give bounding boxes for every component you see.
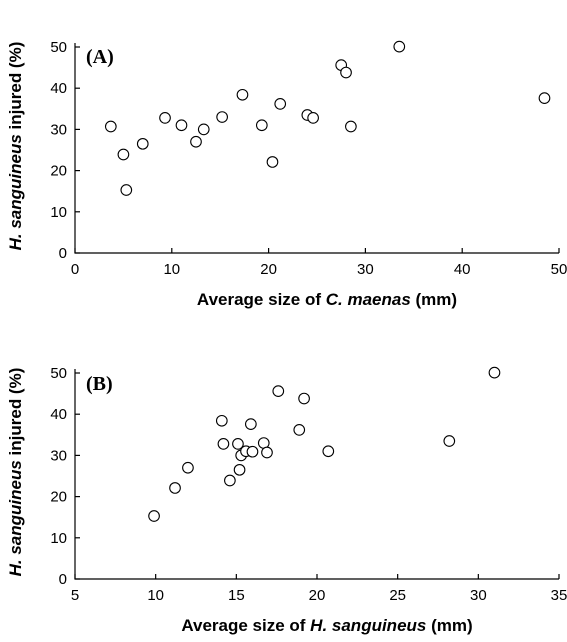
data-point bbox=[236, 88, 249, 101]
x-tick-label: 20 bbox=[309, 587, 326, 604]
x-axis-label-part: C. maenas bbox=[326, 290, 411, 309]
data-point bbox=[175, 119, 188, 132]
x-axis-label-part: Average size of bbox=[197, 290, 326, 309]
data-point bbox=[255, 119, 268, 132]
y-tick-label: 20 bbox=[50, 163, 67, 180]
data-point bbox=[169, 482, 181, 494]
y-axis-label-part: injured (%) bbox=[6, 368, 25, 461]
x-tick-label: 30 bbox=[357, 261, 374, 278]
y-tick-label: 0 bbox=[59, 245, 67, 262]
panel-label: (B) bbox=[86, 373, 113, 395]
y-tick-label: 40 bbox=[50, 80, 67, 97]
data-point bbox=[136, 137, 149, 150]
x-axis-label-part: Average size of bbox=[181, 616, 310, 635]
data-point bbox=[340, 66, 352, 79]
x-tick-label: 15 bbox=[228, 587, 245, 604]
data-point bbox=[245, 418, 257, 430]
data-point bbox=[261, 446, 273, 459]
data-point bbox=[216, 111, 228, 123]
data-point bbox=[224, 474, 236, 487]
y-tick-label: 30 bbox=[50, 447, 67, 464]
x-tick-label: 25 bbox=[389, 587, 406, 604]
y-tick-label: 20 bbox=[50, 489, 67, 506]
chart-panel-2: 5 10 15 20 25 30 35 0 10 20 30 40 50 (B) Average size … bbox=[6, 365, 567, 635]
data-point bbox=[215, 414, 228, 427]
data-point bbox=[298, 392, 310, 405]
x-axis-label-part: (mm) bbox=[411, 290, 457, 309]
x-axis-label-part: (mm) bbox=[426, 616, 472, 635]
data-point bbox=[117, 148, 130, 161]
data-point bbox=[104, 120, 117, 133]
data-point bbox=[233, 463, 246, 476]
data-point bbox=[274, 98, 287, 110]
data-point bbox=[217, 438, 230, 450]
y-tick-label: 10 bbox=[50, 530, 67, 547]
data-point bbox=[293, 424, 306, 436]
y-axis-label-part: injured (%) bbox=[6, 42, 25, 135]
x-tick-label: 20 bbox=[260, 261, 277, 278]
x-tick-label: 10 bbox=[163, 261, 180, 278]
data-point bbox=[266, 156, 279, 168]
x-axis-label: Average size of H. sanguineus (mm) bbox=[181, 616, 472, 635]
data-point bbox=[148, 510, 160, 522]
y-tick-label: 50 bbox=[50, 39, 67, 56]
data-point bbox=[197, 123, 210, 136]
panel-label: (A) bbox=[86, 46, 114, 68]
x-tick-label: 35 bbox=[551, 587, 567, 604]
x-tick-label: 5 bbox=[71, 587, 79, 604]
data-point bbox=[538, 92, 551, 104]
x-tick-label: 30 bbox=[470, 587, 487, 604]
data-point bbox=[190, 135, 202, 148]
axes-lines bbox=[74, 43, 559, 254]
y-axis-label: H. sanguineus injured (%) bbox=[6, 368, 25, 577]
data-point bbox=[159, 112, 171, 124]
data-point bbox=[120, 184, 133, 196]
y-tick-label: 0 bbox=[59, 571, 67, 588]
data-point bbox=[345, 120, 357, 133]
data-point bbox=[307, 112, 319, 124]
x-tick-label: 50 bbox=[551, 261, 567, 278]
y-tick-label: 50 bbox=[50, 365, 67, 382]
y-tick-label: 10 bbox=[50, 204, 67, 221]
data-point bbox=[488, 366, 501, 379]
x-tick-label: 10 bbox=[147, 587, 164, 604]
chart-panel-1: 0 10 20 30 40 50 0 10 20 30 40 50 (A) Average size of… bbox=[6, 39, 567, 309]
data-point bbox=[443, 435, 456, 447]
x-tick-label: 40 bbox=[454, 261, 471, 278]
y-axis-label: H. sanguineus injured (%) bbox=[6, 42, 25, 251]
data-point bbox=[182, 461, 194, 474]
data-point bbox=[322, 445, 335, 458]
x-axis-label: Average size of C. maenas (mm) bbox=[197, 290, 457, 309]
data-point bbox=[272, 385, 285, 397]
y-axis-label-part: H. sanguineus bbox=[6, 460, 25, 576]
y-tick-label: 30 bbox=[50, 121, 67, 138]
axes-lines bbox=[74, 369, 559, 580]
data-point bbox=[246, 445, 259, 458]
x-axis-label-part: H. sanguineus bbox=[310, 616, 426, 635]
data-point bbox=[232, 438, 244, 450]
x-tick-label: 0 bbox=[71, 261, 79, 278]
y-tick-label: 40 bbox=[50, 406, 67, 423]
y-axis-label-part: H. sanguineus bbox=[6, 134, 25, 250]
data-point bbox=[393, 40, 406, 53]
